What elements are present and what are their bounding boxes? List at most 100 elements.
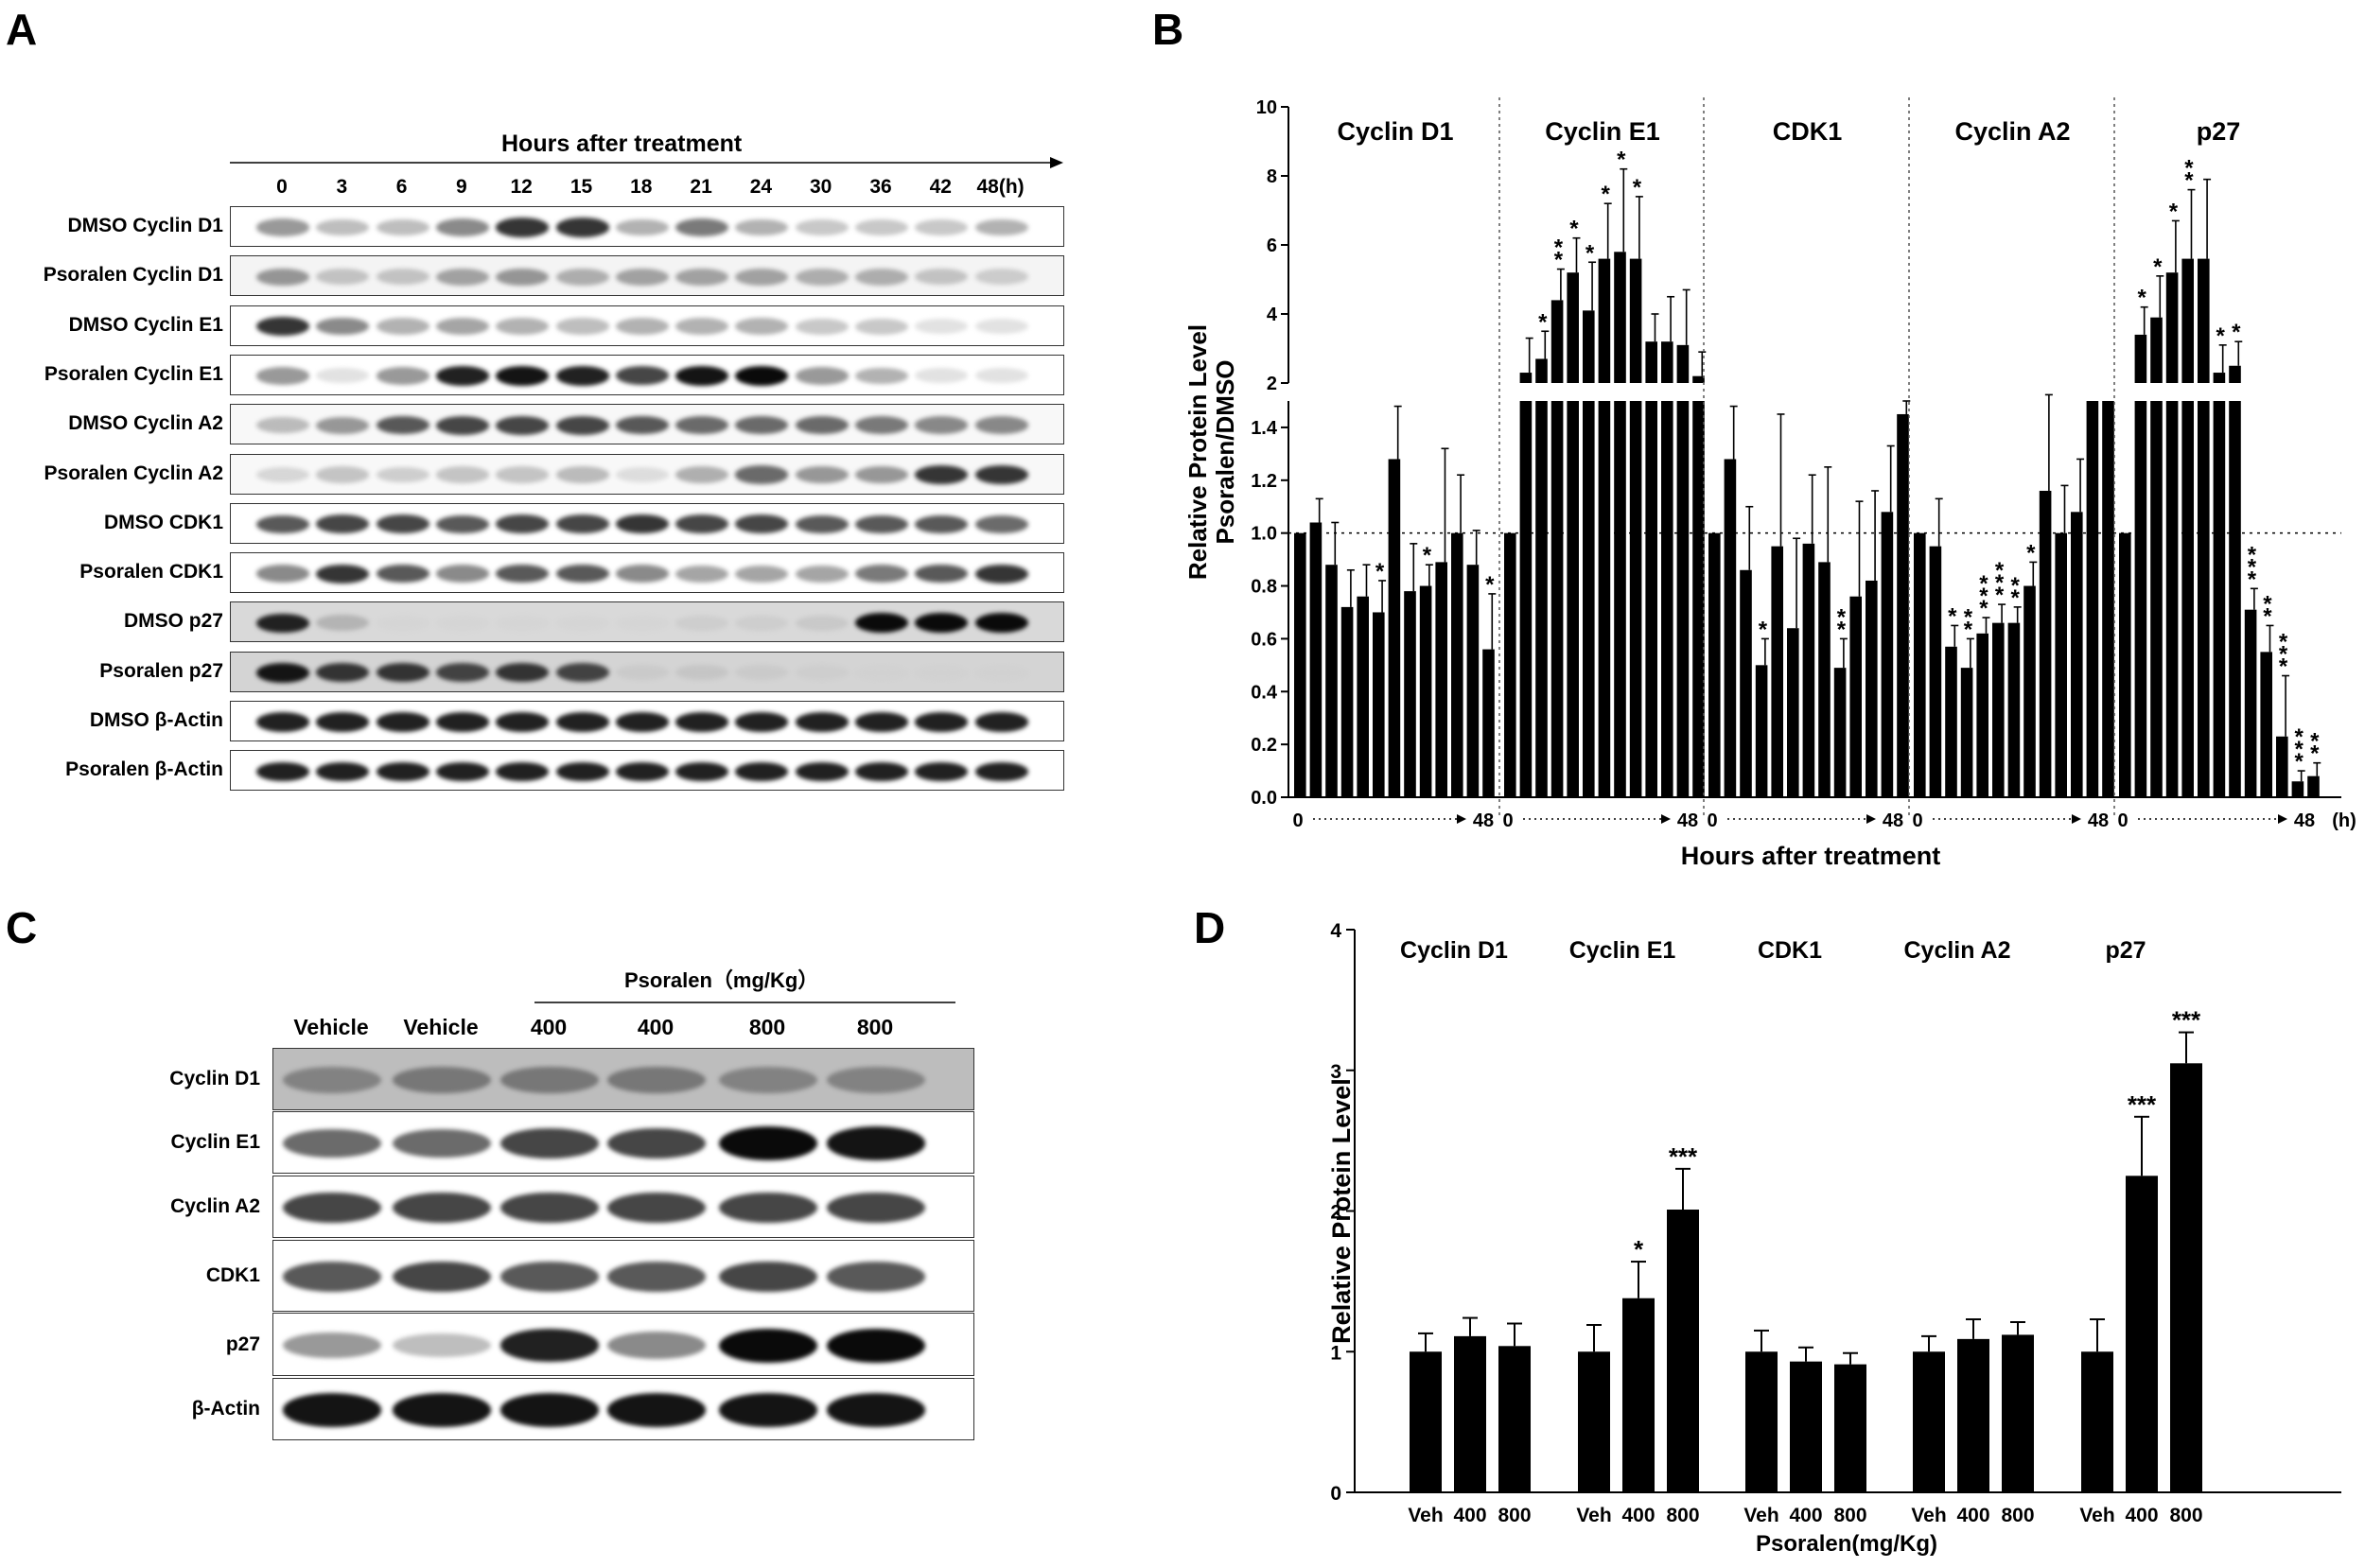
panel-c-band <box>393 1066 491 1094</box>
panel-a-row-label: Psoralen Cyclin E1 <box>44 362 223 385</box>
panel-a-band <box>974 269 1028 286</box>
panel-c-band <box>393 1393 491 1427</box>
panel-a-time-arrow <box>230 157 1063 168</box>
panel-d-significance-star: *** <box>1669 1142 1698 1171</box>
panel-a-band <box>555 761 609 781</box>
panel-b-x-start-label: 0 <box>1292 810 1303 831</box>
panel-a-band <box>974 761 1028 781</box>
panel-a-band <box>855 416 908 435</box>
panel-b-x-arrowhead <box>1661 814 1671 824</box>
panel-d-y-tick-label: 2 <box>1330 1202 1341 1224</box>
panel-b-bar <box>1357 596 1369 797</box>
panel-b-bar <box>1629 401 1642 797</box>
panel-b-bar <box>1787 628 1799 797</box>
panel-b-bar-upper <box>1676 344 1690 383</box>
panel-b-bar-upper <box>2213 373 2226 383</box>
panel-a-band <box>435 565 489 583</box>
panel-b-significance-star: * <box>1995 583 2005 608</box>
panel-a-band <box>555 616 609 631</box>
panel-b-significance-star: * <box>2137 286 2146 311</box>
panel-c-blot-box <box>272 1313 974 1376</box>
panel-a-band <box>675 466 729 483</box>
panel-b-bar <box>2307 775 2320 797</box>
panel-b-bar <box>2165 401 2179 797</box>
panel-d-bar <box>1745 1351 1778 1492</box>
panel-b-y-tick-label: 0.6 <box>1251 629 1277 650</box>
panel-b-bar-upper <box>2134 334 2147 383</box>
panel-d-x-tick-label: Veh <box>1576 1505 1611 1526</box>
panel-a-band <box>496 268 550 286</box>
panel-a-row-label: Psoralen CDK1 <box>79 561 223 584</box>
panel-b-significance-star: * <box>2263 603 2272 629</box>
panel-a-band <box>376 616 429 631</box>
panel-c-lane-label: 800 <box>856 1015 894 1039</box>
panel-a-header: Hours after treatment <box>501 131 743 157</box>
panel-a-band <box>735 615 789 631</box>
panel-b-y-tick-label: 2 <box>1267 374 1277 394</box>
panel-a-timepoint: 21 <box>690 176 712 198</box>
panel-c-lane-label: 400 <box>637 1015 674 1039</box>
panel-a-band <box>795 318 849 335</box>
panel-a-band <box>855 268 908 286</box>
panel-a-timepoint: 18 <box>630 176 653 198</box>
panel-a-band <box>256 218 309 236</box>
panel-d-bar <box>1498 1346 1531 1492</box>
panel-a-band <box>795 761 849 781</box>
panel-d-group-title: CDK1 <box>1758 937 1822 964</box>
panel-a-band <box>855 514 908 534</box>
panel-a-row-label: Psoralen Cyclin A2 <box>44 462 223 484</box>
panel-b-significance-star: * <box>2279 654 2288 680</box>
panel-b-bar <box>2244 609 2257 797</box>
panel-b-bar-upper <box>1550 300 1564 383</box>
panel-a-band <box>675 268 729 286</box>
panel-a-timepoint: 30 <box>810 176 832 198</box>
panel-b-significance-star: * <box>2010 573 2020 599</box>
panel-b-bar <box>1482 649 1495 797</box>
panel-b-significance-star: * <box>1617 148 1626 173</box>
panel-a-timepoint: 6 <box>395 176 408 198</box>
panel-c-band <box>719 1393 817 1427</box>
panel-a-band <box>855 761 908 781</box>
panel-a-band <box>376 269 429 286</box>
panel-a-band <box>974 564 1028 584</box>
panel-b-bar <box>1340 606 1354 797</box>
panel-a-row-label: DMSO CDK1 <box>103 511 223 533</box>
panel-d-significance-star: *** <box>2172 1006 2201 1035</box>
panel-a-row-label: DMSO Cyclin A2 <box>68 412 223 435</box>
panel-d-bar <box>1790 1361 1822 1492</box>
panel-b-significance-star: * <box>2248 566 2257 592</box>
panel-a-band <box>915 368 969 384</box>
panel-c-band <box>283 1332 381 1359</box>
panel-b-significance-star: * <box>1759 617 1768 642</box>
panel-a-band <box>615 366 669 386</box>
panel-c-band <box>500 1127 599 1159</box>
panel-a-band <box>915 564 969 584</box>
panel-b-bar <box>1849 596 1862 797</box>
panel-a-band <box>256 466 309 483</box>
panel-a-timepoint: 15 <box>569 176 593 198</box>
panel-b-significance-star: * <box>1375 559 1385 584</box>
panel-c-band <box>283 1192 381 1224</box>
panel-a-timepoint: 36 <box>869 176 892 198</box>
panel-a-band <box>974 514 1028 533</box>
panel-a-blot-box <box>230 750 1064 792</box>
panel-b-significance-star: * <box>1964 617 1973 642</box>
panel-a-band <box>735 514 789 534</box>
panel-a-band <box>256 317 309 337</box>
panel-c-band <box>607 1262 706 1292</box>
panel-b-significance-star: * <box>2184 168 2194 194</box>
panel-c-group-line <box>534 1002 955 1003</box>
panel-d-bar <box>1454 1335 1486 1492</box>
panel-a-band <box>435 366 489 386</box>
panel-a-band <box>496 415 550 435</box>
panel-b-significance-star: * <box>2232 320 2241 345</box>
panel-b-bar <box>1614 401 1626 797</box>
panel-c-band <box>500 1329 599 1362</box>
panel-a-row-label: DMSO p27 <box>123 610 223 633</box>
panel-b-bar <box>1771 546 1783 797</box>
panel-a-row-label: DMSO Cyclin E1 <box>68 313 223 336</box>
panel-b-significance-star: * <box>2216 323 2225 349</box>
panel-b-bar <box>1404 591 1416 797</box>
panel-b-significance-star: * <box>2279 642 2288 668</box>
panel-a-band <box>915 416 969 434</box>
